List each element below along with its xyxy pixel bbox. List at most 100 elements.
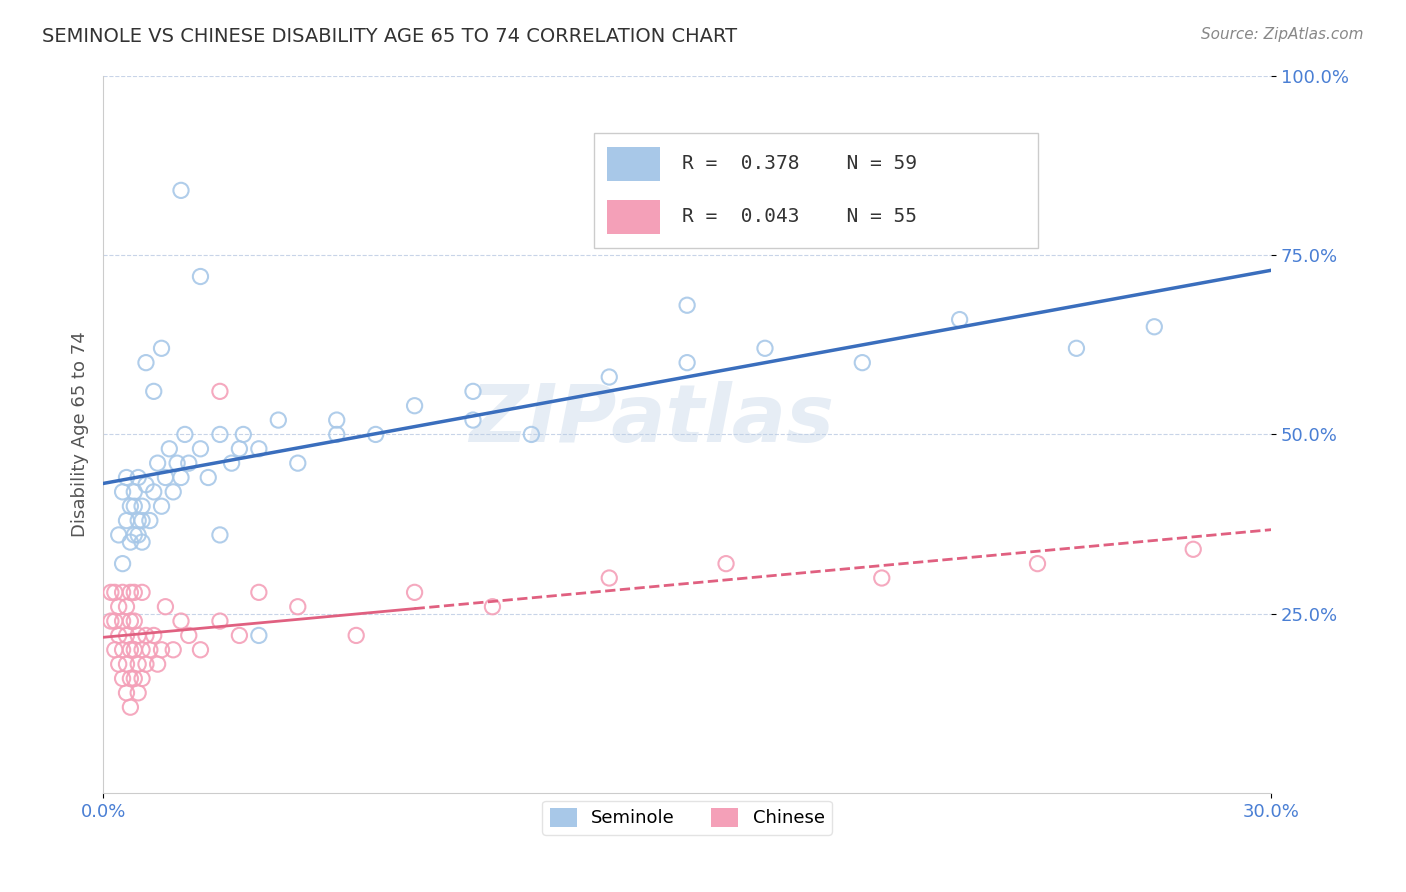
Point: [142, 628, 165, 642]
Point: [131, 585, 153, 599]
Point: [131, 642, 153, 657]
Y-axis label: Disability Age 65 to 74: Disability Age 65 to 74: [72, 332, 89, 537]
Point: [107, 628, 129, 642]
Point: [287, 599, 309, 614]
Point: [364, 427, 387, 442]
Point: [115, 686, 138, 700]
Point: [135, 356, 157, 370]
Point: [598, 571, 620, 585]
Point: [115, 657, 138, 672]
Point: [120, 535, 142, 549]
Point: [1143, 319, 1166, 334]
Point: [190, 642, 212, 657]
Point: [107, 657, 129, 672]
Point: [247, 442, 270, 456]
Point: [267, 413, 290, 427]
Point: [221, 456, 243, 470]
Point: [100, 614, 122, 628]
Point: [127, 628, 149, 642]
Point: [127, 657, 149, 672]
Point: [124, 672, 146, 686]
Point: [124, 642, 146, 657]
Point: [851, 356, 873, 370]
Point: [190, 269, 212, 284]
Point: [208, 427, 231, 442]
Point: [111, 557, 134, 571]
Point: [208, 528, 231, 542]
Point: [146, 456, 169, 470]
Point: [127, 528, 149, 542]
Point: [344, 628, 367, 642]
Point: [111, 642, 134, 657]
Point: [247, 585, 270, 599]
Point: [131, 514, 153, 528]
Point: [146, 657, 169, 672]
Point: [120, 500, 142, 514]
Point: [115, 599, 138, 614]
Point: [228, 442, 250, 456]
Point: [131, 535, 153, 549]
Point: [598, 370, 620, 384]
Point: [1066, 341, 1088, 355]
Point: [139, 642, 162, 657]
Point: [155, 470, 177, 484]
Point: [142, 384, 165, 399]
Point: [287, 456, 309, 470]
Point: [162, 642, 184, 657]
Point: [127, 686, 149, 700]
Point: [111, 585, 134, 599]
Point: [107, 528, 129, 542]
Point: [131, 672, 153, 686]
Point: [157, 442, 180, 456]
Point: [166, 456, 188, 470]
Point: [177, 456, 200, 470]
Point: [325, 413, 347, 427]
Point: [150, 500, 173, 514]
Point: [139, 514, 162, 528]
Point: [111, 672, 134, 686]
Point: [111, 484, 134, 499]
Point: [104, 642, 127, 657]
Point: [104, 585, 127, 599]
Point: [124, 484, 146, 499]
Point: [150, 642, 173, 657]
Point: [714, 557, 737, 571]
Legend: Seminole, Chinese: Seminole, Chinese: [543, 801, 832, 835]
Point: [1026, 557, 1049, 571]
Point: [107, 599, 129, 614]
Point: [404, 399, 426, 413]
Text: SEMINOLE VS CHINESE DISABILITY AGE 65 TO 74 CORRELATION CHART: SEMINOLE VS CHINESE DISABILITY AGE 65 TO…: [42, 27, 737, 45]
Point: [124, 614, 146, 628]
Point: [150, 341, 173, 355]
Point: [170, 614, 193, 628]
Point: [208, 614, 231, 628]
Point: [197, 470, 219, 484]
Point: [404, 585, 426, 599]
Point: [676, 356, 699, 370]
Point: [208, 384, 231, 399]
Point: [247, 628, 270, 642]
Point: [120, 585, 142, 599]
Point: [232, 427, 254, 442]
Point: [461, 384, 484, 399]
Point: [115, 628, 138, 642]
Point: [142, 484, 165, 499]
Point: [115, 514, 138, 528]
Point: [135, 628, 157, 642]
Point: [461, 413, 484, 427]
Point: [135, 477, 157, 491]
Point: [100, 585, 122, 599]
Point: [173, 427, 195, 442]
Text: Source: ZipAtlas.com: Source: ZipAtlas.com: [1201, 27, 1364, 42]
Point: [124, 500, 146, 514]
Point: [676, 298, 699, 312]
Point: [162, 484, 184, 499]
Point: [115, 470, 138, 484]
Point: [111, 614, 134, 628]
Text: ZIPatlas: ZIPatlas: [470, 381, 835, 459]
Point: [124, 528, 146, 542]
Point: [325, 427, 347, 442]
Point: [520, 427, 543, 442]
Point: [170, 183, 193, 197]
Point: [120, 700, 142, 714]
